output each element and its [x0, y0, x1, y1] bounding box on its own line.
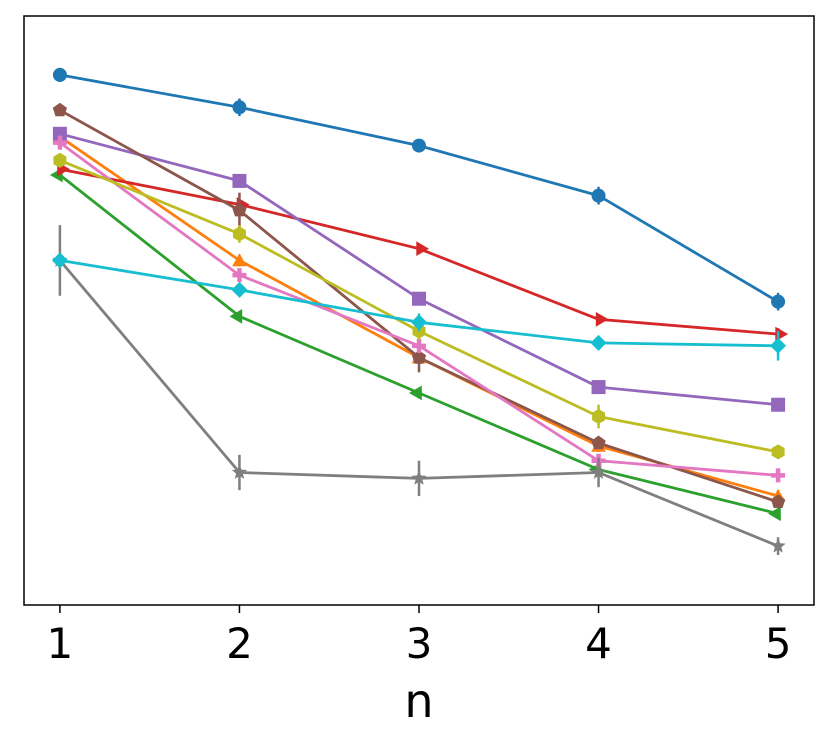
data-point	[411, 470, 427, 485]
data-point	[771, 468, 786, 483]
series-5	[52, 126, 786, 412]
data-point	[591, 188, 606, 203]
series-8	[52, 225, 786, 555]
data-point	[411, 350, 427, 364]
x-axis-ticks: 1 2 3 4 5	[47, 605, 792, 668]
data-point	[770, 538, 786, 553]
data-point	[591, 380, 606, 395]
data-point	[771, 397, 786, 412]
data-point	[771, 494, 786, 508]
data-point	[771, 294, 786, 309]
data-point	[592, 409, 605, 424]
data-point	[232, 202, 247, 217]
data-point	[52, 135, 67, 150]
data-point	[590, 334, 607, 351]
x-tick-label: 2	[226, 619, 253, 668]
x-axis-label: n	[404, 674, 433, 728]
data-point	[52, 102, 67, 117]
data-point	[51, 252, 68, 269]
series-layer	[49, 67, 789, 555]
data-point	[232, 100, 247, 115]
series-6	[52, 102, 786, 508]
data-point	[231, 464, 248, 479]
data-point	[53, 152, 67, 168]
data-point	[412, 138, 426, 153]
data-point	[412, 291, 426, 306]
x-tick-label: 3	[406, 619, 433, 668]
series-10	[51, 252, 787, 361]
x-tick-label: 1	[47, 619, 74, 668]
data-point	[232, 253, 247, 267]
data-point	[595, 312, 609, 327]
data-point	[232, 173, 247, 188]
data-point	[232, 268, 247, 283]
data-point	[416, 241, 429, 256]
data-point	[768, 506, 781, 522]
series-1	[52, 67, 786, 311]
data-point	[771, 444, 785, 460]
data-point	[233, 226, 246, 242]
data-point	[590, 464, 607, 479]
data-point	[229, 309, 243, 324]
data-point	[591, 435, 606, 450]
data-point	[411, 314, 427, 331]
data-point	[770, 337, 787, 354]
x-tick-label: 5	[765, 619, 792, 668]
data-point	[52, 126, 67, 141]
data-point	[231, 281, 248, 298]
x-tick-label: 4	[585, 619, 612, 668]
data-point	[409, 385, 422, 401]
data-point	[412, 338, 426, 353]
data-point	[52, 67, 67, 82]
